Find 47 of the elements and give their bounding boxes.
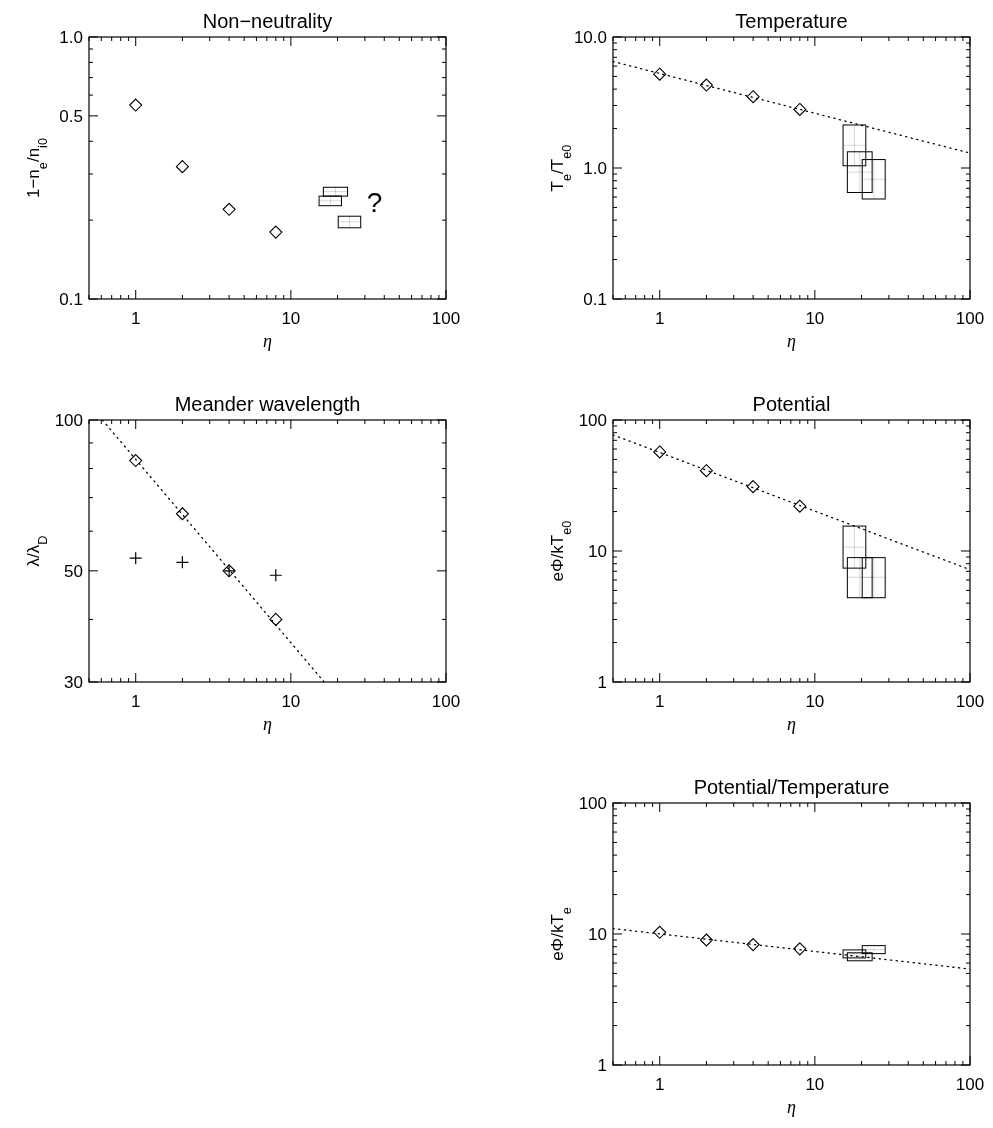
y-tick-label: 10: [588, 924, 607, 944]
x-axis-title: η: [263, 714, 273, 734]
x-tick-label: 1: [654, 1075, 665, 1094]
x-axis-title: η: [787, 714, 797, 734]
chart-title: Meander wavelength: [174, 393, 361, 415]
point: [175, 507, 189, 521]
x-tick-label: 10: [805, 692, 825, 711]
y-tick-label: 10.0: [573, 27, 607, 47]
y-tick-label: 100: [578, 793, 607, 813]
x-tick-label: 100: [431, 692, 461, 711]
x-axis-title: η: [787, 1097, 797, 1117]
x-tick-label: 1: [130, 692, 141, 711]
x-tick-label: 1: [654, 692, 665, 711]
y-tick-label: 100: [578, 410, 607, 430]
x-tick-label: 10: [805, 1075, 825, 1094]
y-tick-label: 1: [597, 1055, 607, 1075]
x-axis-title: η: [787, 331, 797, 351]
x-tick-label: 100: [955, 692, 985, 711]
point: [129, 454, 143, 468]
x-tick-label: 100: [431, 309, 461, 328]
x-tick-label: 100: [955, 1075, 985, 1094]
point: [269, 612, 283, 626]
chart-title: Non−neutrality: [202, 10, 333, 32]
y-tick-label: 0.1: [583, 289, 607, 309]
annotation: ?: [366, 186, 383, 218]
point: [175, 555, 190, 569]
point: [129, 551, 143, 565]
y-tick-label: 0.5: [59, 106, 83, 126]
y-tick-label: 1: [597, 672, 607, 692]
y-tick-label: 100: [54, 410, 83, 430]
x-tick-label: 10: [281, 309, 301, 328]
chart-title: Temperature: [735, 10, 848, 32]
x-axis-title: η: [263, 331, 273, 351]
x-tick-label: 10: [805, 309, 825, 328]
y-tick-label: 50: [64, 561, 83, 581]
chart-title: Potential: [752, 393, 831, 415]
x-tick-label: 1: [130, 309, 141, 328]
y-tick-label: 0.1: [59, 289, 83, 309]
y-tick-label: 1.0: [59, 27, 83, 47]
point: [269, 568, 283, 582]
y-tick-label: 1.0: [583, 158, 607, 178]
x-tick-label: 100: [955, 309, 985, 328]
y-tick-label: 10: [588, 541, 607, 561]
chart-title: Potential/Temperature: [693, 776, 890, 798]
x-tick-label: 1: [654, 309, 665, 328]
y-tick-label: 30: [64, 672, 83, 692]
x-tick-label: 10: [281, 692, 301, 711]
